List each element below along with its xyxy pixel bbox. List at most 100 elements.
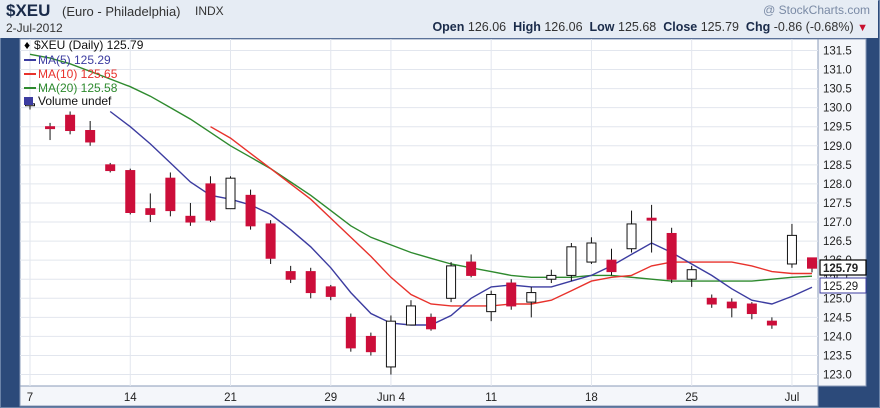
chart-header: $XEU (Euro - Philadelphia) INDX 2-Jul-20…: [0, 0, 878, 38]
candle: [325, 284, 336, 301]
legend-ma10: MA(10) 125.65: [38, 67, 118, 81]
y-tick-label: 130.0: [823, 103, 852, 115]
candle-body: [145, 208, 156, 215]
candles: [25, 100, 817, 375]
chg-label: Chg: [745, 20, 771, 34]
candle-body: [466, 261, 477, 276]
exchange-label: INDX: [195, 4, 224, 18]
x-tick-label: 7: [27, 392, 33, 404]
x-tick-label: 11: [485, 392, 497, 404]
candle: [385, 315, 396, 375]
candle-body: [506, 282, 517, 307]
candle: [165, 172, 176, 217]
candle: [245, 189, 256, 230]
candle-body: [626, 223, 637, 250]
legend-main: $XEU (Daily) 125.79: [34, 38, 144, 52]
close-label: Close: [663, 20, 698, 34]
candle: [646, 204, 657, 253]
down-arrow-icon: ▼: [857, 22, 868, 34]
candle: [305, 267, 316, 299]
candle: [526, 286, 537, 318]
symbol-title: $XEU: [6, 1, 51, 20]
candle-body: [225, 177, 236, 210]
ohlc-readout: Open 126.06 High 126.06 Low 125.68 Close…: [432, 20, 868, 34]
candle-body: [105, 164, 116, 172]
legend-volume-icon: [24, 97, 33, 105]
candle: [145, 193, 156, 223]
x-tick-label: 18: [585, 392, 598, 404]
y-tick-label: 131.5: [823, 45, 852, 57]
y-tick-label: 129.0: [823, 141, 852, 153]
ma20-path: [29, 53, 813, 282]
candle: [786, 223, 797, 268]
low-value: 125.68: [618, 20, 657, 34]
candle: [345, 313, 356, 352]
candle-body: [125, 170, 136, 213]
candle-body: [666, 232, 677, 280]
candle-body: [45, 126, 56, 130]
candle-body: [486, 293, 497, 313]
x-axis-ticks: 7 14 21 29 Jun 4 11 18 25 Jul: [27, 392, 800, 404]
close-value: 125.79: [700, 20, 739, 34]
candle-body: [446, 265, 457, 299]
legend-ma5: MA(5) 125.29: [38, 53, 111, 67]
candle-body: [285, 271, 296, 280]
x-tick-label: 29: [324, 392, 337, 404]
candle-body: [405, 305, 416, 326]
candle: [586, 237, 597, 264]
candle: [746, 302, 757, 320]
candle: [265, 220, 276, 264]
candle-body: [365, 335, 376, 353]
x-axis-panel: [19, 385, 819, 407]
candle: [706, 294, 717, 308]
candle-body: [706, 297, 717, 305]
legend-main-icon: ♦: [24, 38, 30, 52]
ma5-price-tag-text: 125.29: [823, 281, 858, 293]
y-tick-label: 128.5: [823, 160, 852, 172]
x-tick-label: Jul: [785, 392, 800, 404]
y-tick-label: 124.0: [823, 331, 852, 343]
y-axis-panel: [817, 38, 867, 387]
candle: [185, 202, 196, 226]
chart-date: 2-Jul-2012: [6, 21, 63, 35]
candle: [45, 122, 56, 141]
price-tags: 125.79 125.29: [819, 259, 867, 294]
candle-body: [807, 257, 817, 269]
candle: [506, 279, 517, 310]
candle: [666, 227, 677, 284]
open-label: Open: [432, 20, 465, 34]
candle: [807, 257, 817, 273]
candle-body: [265, 223, 276, 259]
symbol-name: (Euro - Philadelphia): [62, 4, 181, 19]
y-tick-label: 125.0: [823, 293, 852, 305]
candle: [726, 298, 737, 318]
close-price-tag-text: 125.79: [823, 263, 858, 275]
candle-body: [546, 274, 557, 280]
high-label: High: [513, 20, 541, 34]
candle-body: [305, 271, 316, 294]
candle: [766, 317, 777, 329]
candle: [285, 265, 296, 284]
candle-body: [786, 234, 797, 265]
candle: [225, 176, 236, 210]
y-tick-label: 123.0: [823, 370, 852, 382]
high-value: 126.06: [544, 20, 583, 34]
candle-body: [385, 320, 396, 368]
candle-body: [426, 316, 437, 330]
y-tick-label: 130.5: [823, 84, 852, 96]
candle-body: [526, 292, 537, 303]
candle-body: [345, 316, 356, 349]
candle-body: [726, 301, 737, 309]
brand-logo[interactable]: @ StockCharts.com: [763, 3, 870, 17]
candle: [205, 176, 216, 223]
y-tick-label: 129.5: [823, 122, 852, 134]
close-price-tag: [819, 259, 867, 276]
candle: [426, 313, 437, 331]
y-tick-label: 128.0: [823, 179, 852, 191]
candle: [466, 254, 477, 278]
candle: [686, 265, 697, 287]
candle-body: [325, 286, 336, 297]
candle-body: [65, 114, 76, 132]
candle-body: [245, 194, 256, 227]
